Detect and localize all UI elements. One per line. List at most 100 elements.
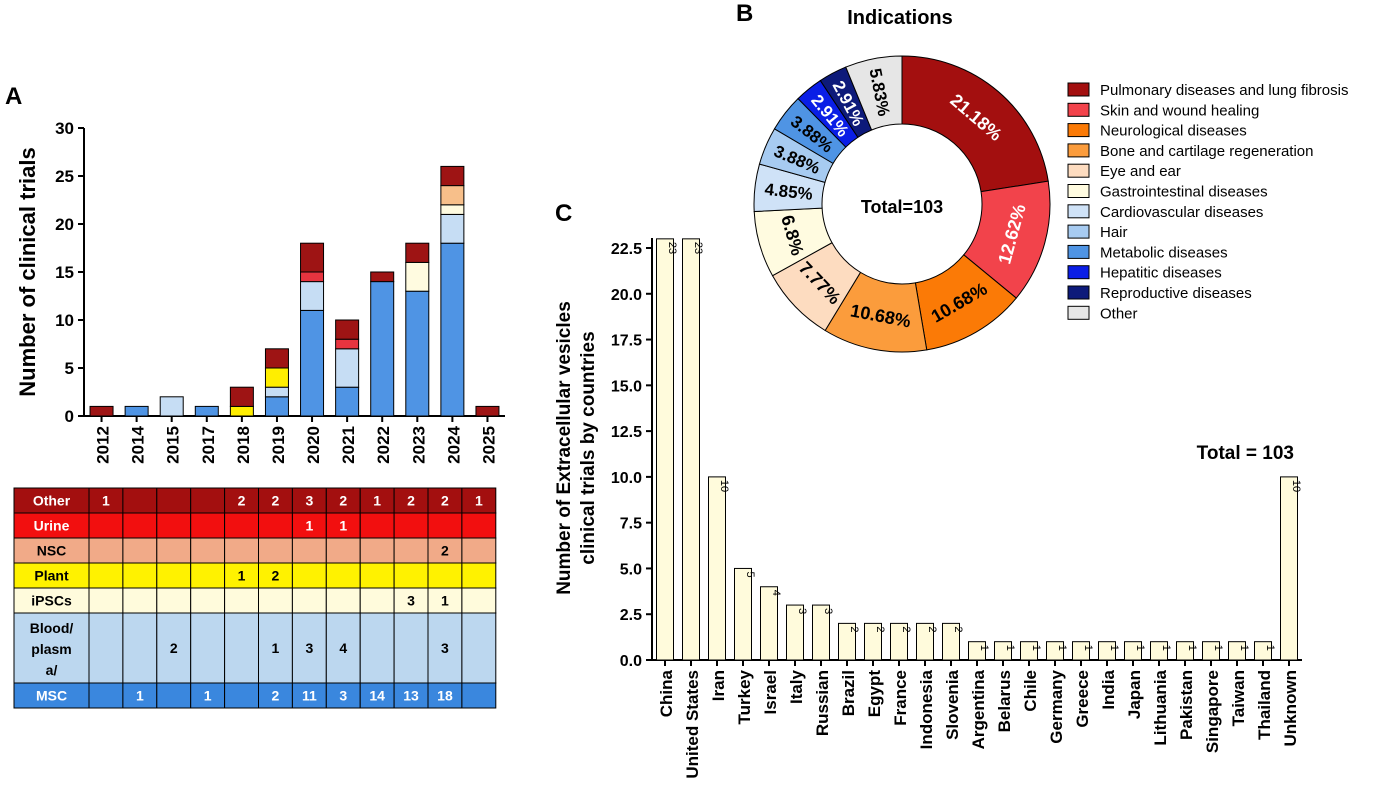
chart-c-y-tick-label: 22.5 bbox=[611, 241, 642, 258]
chart-a-table-cell bbox=[122, 612, 158, 684]
chart-a-x-tick-label: 2012 bbox=[94, 426, 113, 464]
chart-a-table-cell-value: 1 bbox=[339, 518, 347, 534]
chart-c-x-tick-label: Japan bbox=[1125, 670, 1144, 719]
chart-a-table-cell bbox=[393, 612, 429, 684]
chart-b-legend-swatch bbox=[1067, 244, 1090, 259]
chart-a-table-cell bbox=[325, 682, 361, 709]
chart-a-table-cell bbox=[88, 612, 124, 684]
chart-a-bar-segment bbox=[335, 319, 360, 340]
chart-b-legend-label: Hair bbox=[1100, 224, 1128, 241]
chart-a-table-cell bbox=[156, 612, 192, 684]
chart-c-bar-value-label: 2 bbox=[874, 626, 886, 632]
chart-c-y-tick-label: 2.5 bbox=[620, 607, 642, 624]
chart-a-table-cell-value: 1 bbox=[373, 493, 381, 509]
chart-c-bar-value-label: 1 bbox=[978, 645, 990, 651]
chart-a-table-cell bbox=[190, 562, 226, 589]
chart-c-bar-value-label: 1 bbox=[1004, 645, 1016, 651]
chart-c-x-tick-label: Indonesia bbox=[917, 669, 936, 749]
chart-c-x-tick-label: United States bbox=[683, 670, 702, 779]
chart-c-bar-value-label: 1 bbox=[1264, 645, 1276, 651]
chart-a-table-cell bbox=[122, 682, 158, 709]
chart-a-table-cell bbox=[156, 682, 192, 709]
chart-c-bar-value-label: 1 bbox=[1082, 645, 1094, 651]
chart-b-legend-label: Bone and cartilage regeneration bbox=[1100, 143, 1314, 160]
chart-c-bar-value-label: 1 bbox=[1212, 645, 1224, 651]
chart-a-table-cell-value: 1 bbox=[102, 493, 110, 509]
chart-b-legend-item: Reproductive diseases bbox=[1067, 285, 1252, 302]
chart-a-table-cell-value: 1 bbox=[272, 640, 280, 656]
chart-b-legend-swatch bbox=[1067, 102, 1090, 117]
chart-c-bar-value-label: 1 bbox=[1160, 645, 1172, 651]
chart-a-table-cell bbox=[156, 512, 192, 539]
chart-a-table-row: iPSCs 3 1 bbox=[13, 587, 497, 614]
chart-a-y-tick-label: 25 bbox=[55, 167, 74, 186]
chart-c-x-tick-label: Italy bbox=[787, 669, 806, 704]
chart-a-table-cell-value: 2 bbox=[238, 493, 246, 509]
chart-a-table-cell-value: 13 bbox=[403, 688, 419, 704]
chart-a-table-cell bbox=[359, 587, 395, 614]
chart-c-x-tick-label: Slovenia bbox=[943, 669, 962, 739]
chart-a-table-header-cell bbox=[13, 682, 90, 709]
chart-c-total-annotation: Total = 103 bbox=[1197, 443, 1294, 464]
chart-a-table-cell bbox=[156, 562, 192, 589]
chart-a-table-cell bbox=[393, 537, 429, 564]
chart-a-bar-segment bbox=[405, 242, 430, 263]
chart-a-table-cell bbox=[325, 587, 361, 614]
chart-a-table-cell bbox=[325, 537, 361, 564]
chart-a-table-cell-value: 2 bbox=[272, 493, 280, 509]
chart-a-table-cell bbox=[427, 682, 463, 709]
chart-c-x-tick-label: Iran bbox=[709, 670, 728, 701]
chart-a-table-cell bbox=[461, 562, 497, 589]
chart-c-y-tick-label: 7.5 bbox=[620, 516, 642, 533]
chart-c-bar-value-label: 1 bbox=[1134, 645, 1146, 651]
chart-b-legend-swatch bbox=[1067, 224, 1090, 239]
chart-a-table-cell bbox=[325, 562, 361, 589]
chart-c-y-tick-label: 5.0 bbox=[620, 561, 642, 578]
chart-b-legend-swatch bbox=[1067, 265, 1090, 280]
chart-a-y-tick-label: 10 bbox=[55, 311, 74, 330]
chart-c-y-axis-title-line1: Number of Extracellular vesicles bbox=[554, 301, 575, 595]
chart-c-y-axis-title-line2: clinical trials by countries bbox=[578, 331, 599, 564]
chart-a-table-cell-value: 2 bbox=[441, 493, 449, 509]
chart-b-legend-item: Bone and cartilage regeneration bbox=[1067, 143, 1314, 160]
chart-a-table-cell-value: 3 bbox=[339, 688, 347, 704]
chart-c-bar-value-label: 10 bbox=[718, 480, 730, 492]
chart-a-table-cell bbox=[461, 587, 497, 614]
chart-b-legend-item: Cardiovascular diseases bbox=[1067, 204, 1263, 221]
chart-a-table-row: NSC 2 bbox=[13, 537, 497, 564]
chart-a-table-cell bbox=[325, 512, 361, 539]
chart-a-table-cell-value: 1 bbox=[238, 568, 246, 584]
chart-a-table-cell-value: 2 bbox=[272, 688, 280, 704]
chart-a-table-cell-value: 2 bbox=[272, 568, 280, 584]
chart-c-x-tick-label: Lithuania bbox=[1151, 669, 1170, 745]
chart-c-x-tick-label: Greece bbox=[1073, 670, 1092, 728]
chart-c-y-tick-label: 12.5 bbox=[611, 424, 642, 441]
chart-a-x-tick-label: 2017 bbox=[199, 426, 218, 464]
chart-b-legend-label: Other bbox=[1100, 305, 1138, 322]
chart-c-x-tick-label: Brazil bbox=[839, 670, 858, 716]
chart-a-table-cell bbox=[122, 487, 158, 514]
chart-a-table-cell-value: 11 bbox=[302, 688, 317, 704]
chart-a-table-cell-value: 2 bbox=[407, 493, 415, 509]
chart-a-x-tick-label: 2020 bbox=[304, 426, 323, 464]
chart-c-bar-value-label: 1 bbox=[1056, 645, 1068, 651]
chart-c-x-tick-label: Pakistan bbox=[1177, 670, 1196, 740]
chart-b-legend-label: Hepatitic diseases bbox=[1100, 265, 1222, 282]
chart-c-x-tick-label: Germany bbox=[1047, 669, 1066, 743]
chart-a-x-tick-label: 2024 bbox=[444, 425, 463, 463]
chart-c-bar-value-label: 1 bbox=[1030, 645, 1042, 651]
chart-a-table-cell-value: 18 bbox=[437, 688, 453, 704]
chart-c-y-tick-label: 10.0 bbox=[611, 470, 642, 487]
chart-a-x-tick-label: 2019 bbox=[269, 426, 288, 464]
chart-c-bar-value-label: 2 bbox=[900, 626, 912, 632]
chart-c-bar-value-label: 5 bbox=[744, 571, 756, 577]
chart-c-bar-value-label: 23 bbox=[666, 242, 678, 254]
chart-b-legend-swatch bbox=[1067, 163, 1090, 178]
chart-b-legend-swatch bbox=[1067, 305, 1090, 320]
chart-c-y-tick-label: 20.0 bbox=[611, 287, 642, 304]
chart-a-table-cell bbox=[122, 512, 158, 539]
chart-a-y-tick-label: 15 bbox=[55, 263, 74, 282]
chart-a-table-row-label: a/ bbox=[46, 662, 58, 678]
chart-a-table-cell-value: 2 bbox=[441, 543, 449, 559]
chart-a-table-cell-value: 1 bbox=[441, 593, 449, 609]
